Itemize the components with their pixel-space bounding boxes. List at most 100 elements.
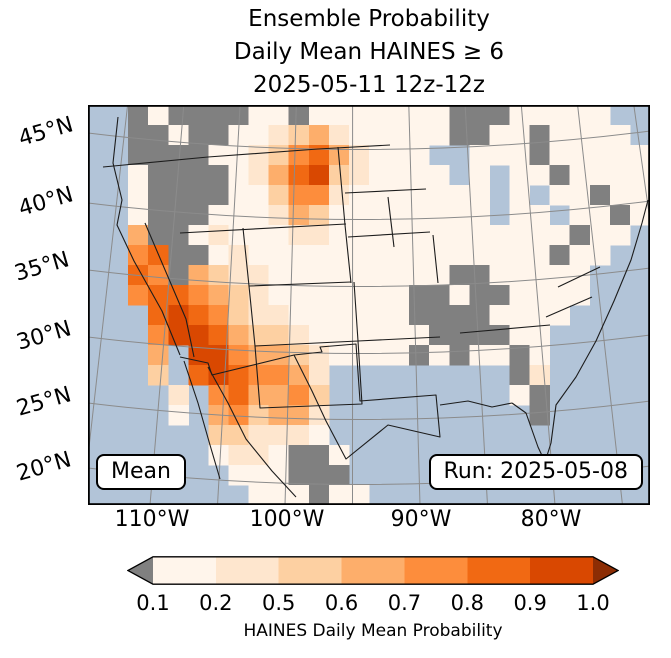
border-line <box>183 360 221 480</box>
probability-cell <box>288 465 310 486</box>
probability-cell <box>288 105 310 126</box>
graticule-line <box>633 105 650 224</box>
probability-cell <box>589 205 611 226</box>
graticule-line <box>88 400 650 420</box>
probability-cell <box>449 185 470 206</box>
probability-cell <box>148 185 169 206</box>
border-line <box>432 234 439 284</box>
map-canvas <box>88 105 650 505</box>
probability-cell <box>489 105 510 126</box>
probability-cell <box>369 185 390 206</box>
probability-cell <box>248 245 270 266</box>
probability-cell <box>549 245 571 266</box>
probability-cell <box>328 225 350 246</box>
probability-cell <box>248 365 270 386</box>
probability-cell <box>208 285 229 306</box>
probability-cell <box>228 105 249 126</box>
probability-cell <box>429 105 450 126</box>
probability-cell <box>268 145 290 166</box>
probability-cell <box>389 125 410 146</box>
probability-cell <box>529 285 551 306</box>
border-line <box>439 400 513 408</box>
probability-cell <box>369 265 390 286</box>
probability-cell <box>489 265 510 286</box>
border-line <box>337 146 352 284</box>
run-date-badge: Run: 2025-05-08 <box>428 454 643 490</box>
probability-cell <box>148 285 169 306</box>
probability-cell <box>268 105 290 126</box>
probability-cell <box>629 205 650 226</box>
lon-tick-label: 90°W <box>390 507 452 532</box>
probability-cell <box>248 185 270 206</box>
probability-cell <box>188 225 209 246</box>
probability-cell <box>509 205 530 226</box>
border-line <box>459 324 551 334</box>
probability-cell <box>449 325 470 346</box>
probability-cell <box>308 265 330 286</box>
probability-cell <box>449 345 470 366</box>
probability-cell <box>308 165 330 186</box>
statistic-badge: Mean <box>96 454 186 490</box>
probability-cell <box>549 225 571 246</box>
probability-cell <box>228 445 249 466</box>
probability-cell <box>509 285 530 306</box>
probability-cell <box>128 185 149 206</box>
probability-cell <box>389 145 410 166</box>
probability-cell <box>308 485 330 505</box>
probability-cell <box>228 345 249 366</box>
probability-cell <box>348 105 370 126</box>
border-line <box>545 296 593 318</box>
probability-cell <box>228 405 249 426</box>
probability-cell <box>328 285 350 306</box>
colorbar-tick-label: 0.7 <box>387 591 422 615</box>
probability-cell <box>389 225 410 246</box>
probability-cell <box>168 245 189 266</box>
probability-cell <box>529 165 551 186</box>
probability-cell <box>469 205 490 226</box>
graticule-line <box>88 130 650 150</box>
probability-cell <box>188 285 209 306</box>
probability-cell <box>549 105 571 126</box>
probability-cell <box>208 185 229 206</box>
probability-cell <box>529 265 551 286</box>
probability-cell <box>308 245 330 266</box>
probability-cell <box>248 265 270 286</box>
probability-cell <box>328 305 350 326</box>
probability-cell <box>148 145 169 166</box>
probability-cell <box>328 205 350 226</box>
probability-cell <box>208 365 229 386</box>
probability-cell <box>228 465 249 486</box>
probability-cell <box>589 185 611 206</box>
probability-cell <box>288 485 310 505</box>
probability-cell <box>489 125 510 146</box>
probability-cell <box>208 165 229 186</box>
probability-cell <box>148 365 169 386</box>
probability-cell <box>328 185 350 206</box>
probability-cell <box>208 325 229 346</box>
probability-cell <box>188 105 209 126</box>
probability-cell <box>469 225 490 246</box>
probability-cell <box>449 225 470 246</box>
probability-cell <box>228 245 249 266</box>
probability-cell <box>348 165 370 186</box>
probability-cell <box>609 225 631 246</box>
probability-cell <box>308 385 330 406</box>
probability-cell <box>449 245 470 266</box>
probability-cell <box>168 225 189 246</box>
probability-cell <box>549 285 571 306</box>
probability-cell <box>148 265 169 286</box>
probability-cell <box>228 205 249 226</box>
probability-cell <box>208 225 229 246</box>
probability-cell <box>509 265 530 286</box>
probability-cell <box>268 165 290 186</box>
lon-tick-label: 80°W <box>520 507 582 532</box>
probability-cell <box>248 345 270 366</box>
colorbar-over-arrow <box>593 556 619 585</box>
probability-cell <box>268 345 290 366</box>
probability-cell <box>429 285 450 306</box>
probability-cell <box>469 105 490 126</box>
probability-cell <box>409 165 430 186</box>
probability-cell <box>168 165 189 186</box>
probability-cell <box>148 125 169 146</box>
probability-cell <box>469 285 490 306</box>
